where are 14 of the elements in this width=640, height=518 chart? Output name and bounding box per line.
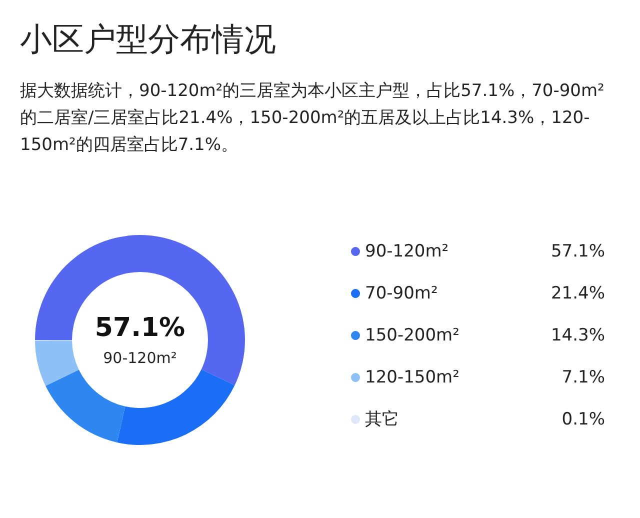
data-label: 7.1% <box>562 368 605 388</box>
data-label: 21.4% <box>550 284 605 304</box>
legend-label: 70-90m² <box>365 284 438 304</box>
legend-label: 120-150m² <box>365 368 460 388</box>
chart-title: 小区户型分布情况 <box>20 19 276 60</box>
legend-label: 90-120m² <box>365 242 449 262</box>
slice-label: 90-120m² <box>103 349 177 367</box>
chart-subtitle: 据大数据统计，90-120m²的三居室为本小区主户型，占比57.1%，70-90m²的二居室/三居室占比21.4%，150-200m²的五居及以上占比14.3%，120-150m²的四居室占比7.1%。 <box>20 80 606 157</box>
data-label: 0.1% <box>562 410 605 430</box>
text: 57.1% <box>550 242 605 262</box>
data-label: 57.1% <box>94 313 186 343</box>
data-label: 14.3% <box>550 326 605 346</box>
legend-label: 其它 <box>365 410 399 430</box>
legend-label: 150-200m² <box>365 326 460 346</box>
